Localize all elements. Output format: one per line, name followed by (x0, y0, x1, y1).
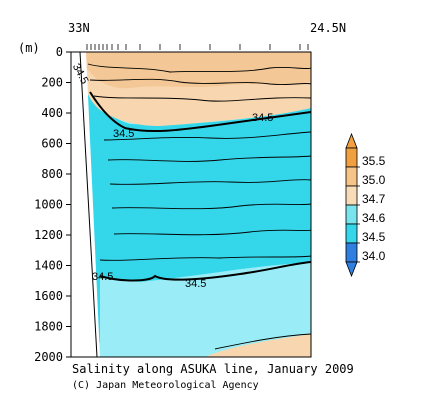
credit-text: (C) Japan Meteorological Agency (72, 380, 259, 391)
x-start-label: 33N (68, 21, 90, 35)
y-tick-label: 1000 (34, 198, 63, 212)
colorbar-label: 35.5 (362, 154, 386, 168)
y-tick-label: 1800 (34, 320, 63, 334)
slope-line (79, 52, 98, 357)
colorbar-segment (345, 185, 358, 206)
x-end-label: 24.5N (310, 21, 346, 35)
colorbar-label: 34.5 (362, 230, 386, 244)
colorbar-low-arrow (345, 261, 358, 278)
bottom-salty-fill (205, 334, 311, 357)
colorbar-segment (345, 147, 358, 168)
y-tick-label: 1600 (34, 289, 63, 303)
y-tick-label: 2000 (34, 350, 63, 364)
y-tick-label: 200 (41, 76, 63, 90)
contour-34-5 (89, 91, 311, 282)
thin-contours (87, 63, 311, 350)
salty-core-fill (71, 52, 311, 89)
y-tick-label: 600 (41, 137, 63, 151)
contour-label-deep-left: 34.5 (92, 271, 113, 283)
colorbar-label: 34.7 (362, 192, 386, 206)
mid-water-fill (86, 92, 311, 357)
colorbar-label: 35.0 (362, 173, 386, 187)
y-tick-label: 1400 (34, 259, 63, 273)
colorbar-label: 34.6 (362, 211, 386, 225)
station-ticks (86, 44, 309, 50)
contour-label-upper-left: 34.5 (113, 128, 134, 140)
y-tick-label: 400 (41, 106, 63, 120)
y-axis-unit: (m) (18, 41, 40, 55)
y-tick-label: 0 (56, 45, 63, 59)
colorbar: 35.5 35.0 34.7 34.6 34.5 34.0 (345, 132, 386, 278)
colorbar-label: 34.0 (362, 249, 386, 263)
colorbar-segment (345, 223, 358, 244)
section-fill (71, 52, 311, 357)
y-tick-label: 1200 (34, 228, 63, 242)
y-tick-label: 800 (41, 167, 63, 181)
contour-label-deep-mid: 34.5 (185, 278, 206, 290)
y-axis: 0 200 400 600 800 1000 1200 1400 1600 1800 2000 (34, 45, 71, 364)
colorbar-segment (345, 204, 358, 225)
colorbar-segment (345, 166, 358, 187)
contour-label-upper-right: 34.5 (252, 112, 273, 124)
colorbar-segment (345, 242, 358, 263)
colorbar-high-arrow (345, 132, 358, 149)
chart-title: Salinity along ASUKA line, January 2009 (72, 362, 354, 376)
